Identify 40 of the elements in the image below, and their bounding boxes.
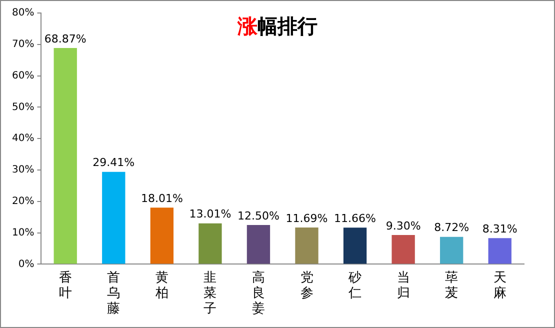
y-tick-label: 70% — [12, 38, 34, 50]
x-tick-label: 砂仁 — [348, 270, 362, 301]
bar — [295, 227, 318, 264]
data-label: 11.66% — [334, 212, 376, 225]
bar — [488, 238, 512, 264]
bar — [54, 48, 77, 264]
data-label: 8.31% — [482, 222, 518, 236]
bar — [102, 172, 126, 264]
bar — [150, 208, 174, 264]
bar — [198, 223, 222, 264]
data-label: 13.01% — [189, 208, 232, 221]
bar — [440, 236, 464, 264]
data-label: 8.72% — [434, 221, 470, 234]
chart-title: 涨幅排行 — [238, 14, 318, 38]
x-tick-label: 荜茇 — [445, 270, 458, 301]
data-label: 9.30% — [386, 219, 421, 232]
bar — [343, 228, 367, 264]
bar — [246, 224, 270, 264]
x-tick-label: 高良姜 — [252, 269, 265, 317]
x-tick-label: 黄柏 — [154, 270, 168, 301]
x-tick-label: 天麻 — [493, 270, 506, 301]
data-label: 29.41% — [92, 156, 135, 170]
data-label: 18.01% — [140, 192, 183, 206]
y-tick-label: 20% — [12, 196, 34, 207]
data-label: 68.87% — [44, 32, 86, 46]
bar — [392, 235, 415, 264]
data-label: 12.50% — [238, 209, 280, 222]
x-tick-label: 韭菜子 — [204, 270, 217, 317]
y-tick-label: 50% — [12, 102, 34, 113]
y-tick-label: 10% — [12, 227, 34, 238]
y-tick-label: 80% — [12, 8, 34, 19]
y-tick-label: 40% — [12, 133, 34, 144]
x-tick-label: 当归 — [396, 270, 410, 301]
y-tick-label: 0% — [18, 258, 34, 270]
y-tick-label: 60% — [12, 70, 34, 82]
data-label: 11.69% — [286, 212, 328, 225]
x-tick-label: 党参 — [300, 270, 314, 301]
x-tick-label: 首乌藤 — [107, 270, 120, 317]
y-tick-label: 30% — [12, 164, 34, 176]
x-tick-label: 香叶 — [58, 270, 72, 301]
